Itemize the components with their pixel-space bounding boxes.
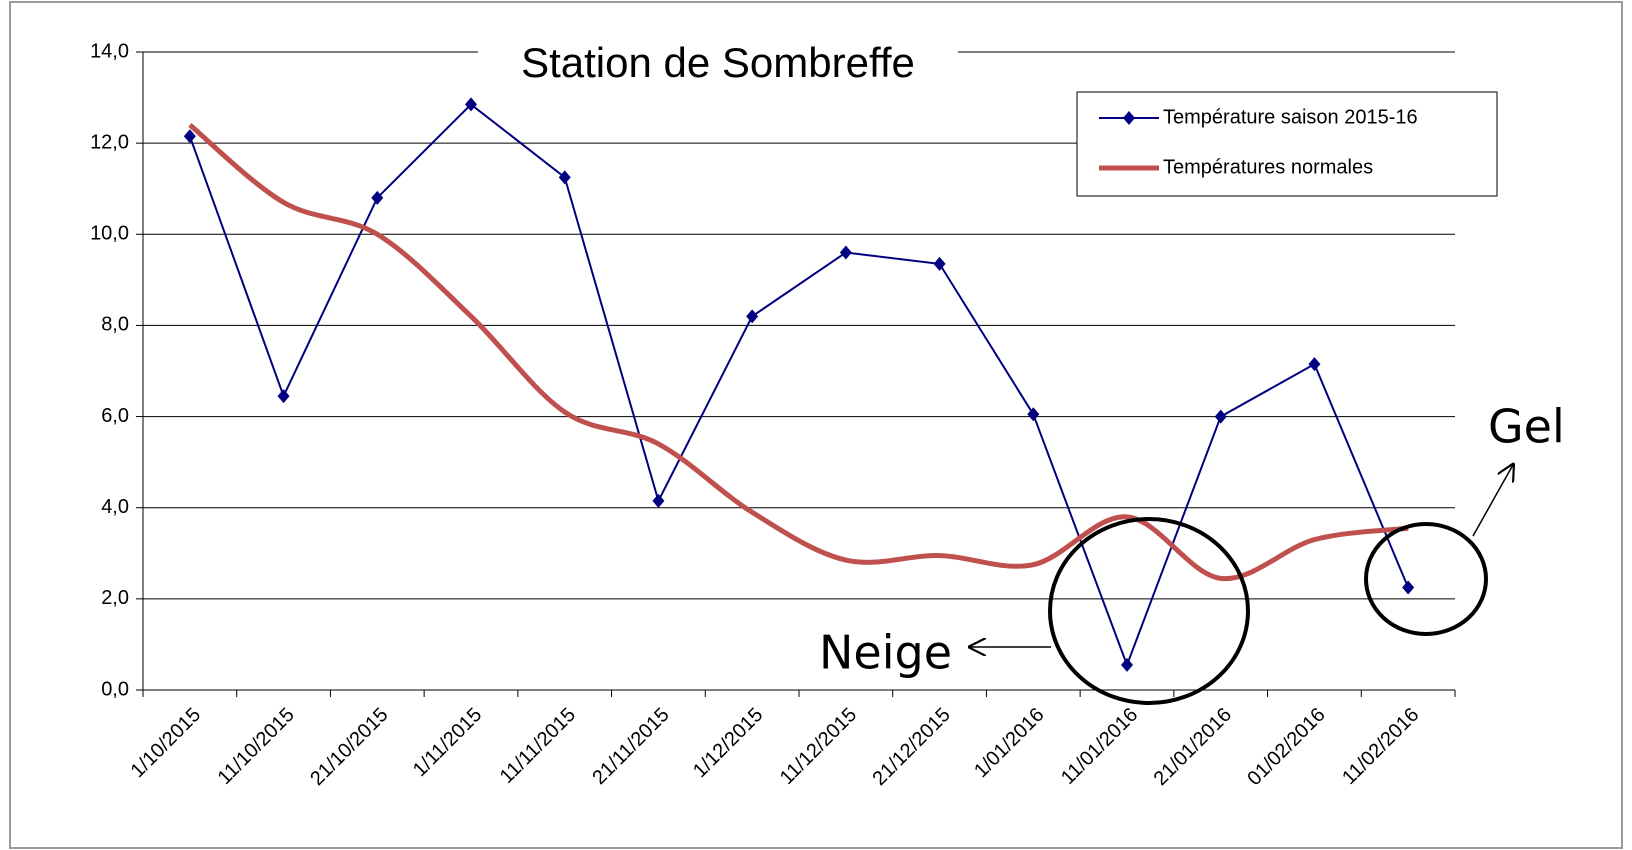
y-tick-label: 14,0	[90, 40, 129, 62]
point-marker	[558, 170, 571, 185]
point-marker	[371, 190, 384, 205]
annotation-circle	[1364, 522, 1488, 636]
title-background	[478, 40, 958, 90]
point-marker	[1308, 357, 1321, 372]
point-marker	[1121, 657, 1133, 672]
y-tick-label: 12,0	[90, 131, 129, 153]
point-marker	[652, 493, 665, 508]
y-tick-label: 2,0	[101, 587, 129, 609]
legend-marker	[1123, 111, 1135, 125]
y-tick-label: 4,0	[101, 496, 129, 518]
point-marker	[933, 256, 946, 271]
series-line	[188, 122, 1409, 581]
point-marker	[183, 129, 196, 144]
point-marker	[746, 309, 759, 324]
chart-title: Station de Sombreffe	[521, 39, 915, 86]
annotation: Neige	[819, 626, 952, 680]
legend-box	[1076, 91, 1498, 197]
point-marker	[1214, 409, 1227, 424]
annotation-circle	[1048, 517, 1250, 705]
annotation-arrow	[1472, 463, 1514, 537]
legend-label: Températures normales	[1163, 156, 1373, 178]
point-marker	[1027, 407, 1040, 422]
point-marker	[1402, 580, 1415, 595]
legend-label: Température saison 2015-16	[1163, 106, 1418, 128]
y-tick-label: 0,0	[101, 678, 129, 700]
point-marker	[839, 245, 852, 260]
point-marker	[465, 97, 477, 112]
point-marker	[277, 389, 290, 404]
y-tick-label: 6,0	[101, 405, 129, 427]
series-line	[188, 103, 1410, 668]
y-tick-label: 8,0	[101, 314, 129, 336]
annotation: Gel	[1488, 400, 1565, 454]
y-tick-label: 10,0	[90, 223, 129, 245]
